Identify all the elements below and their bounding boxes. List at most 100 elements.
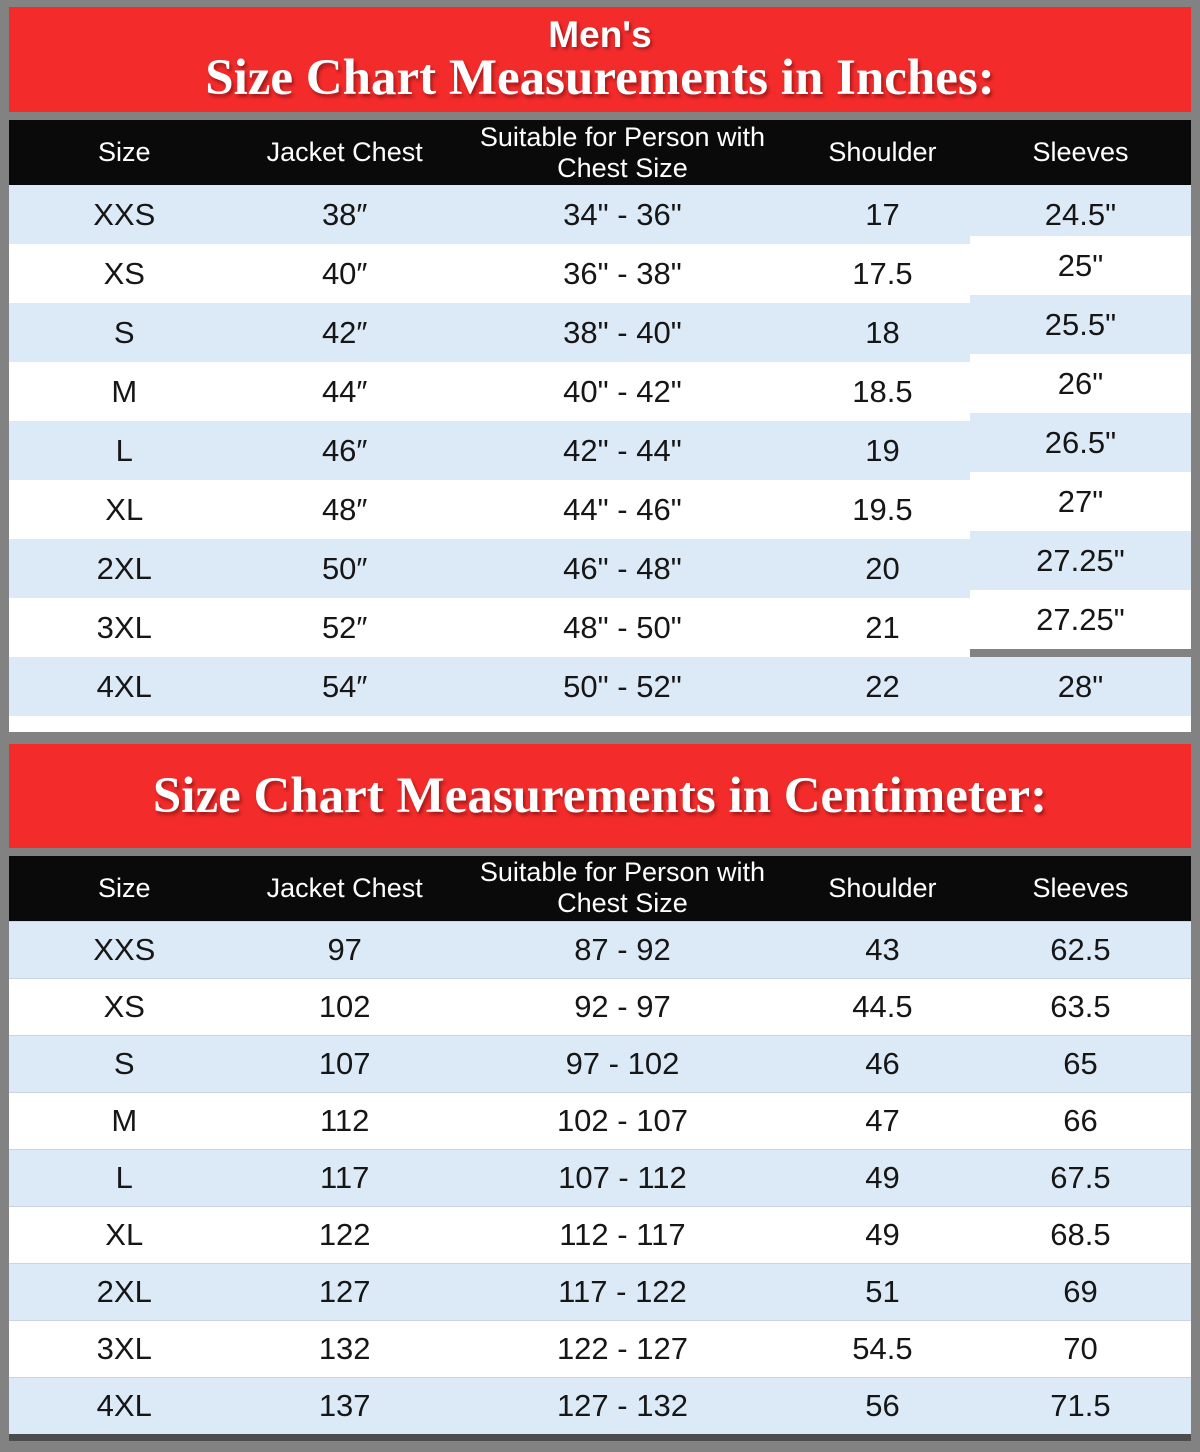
table-cell: 26.5" xyxy=(969,413,1191,472)
table-cell: 20 xyxy=(795,539,970,598)
table-cell: 2XL xyxy=(9,1262,240,1320)
inches-section-banner: Men's Size Chart Measurements in Inches: xyxy=(9,7,1191,112)
table-cell: 52″ xyxy=(239,598,450,657)
table-row: M 112 102 - 107 47 66 xyxy=(9,1091,1191,1149)
table-cell: 50" - 52" xyxy=(449,657,796,716)
cm-section-banner: Size Chart Measurements in Centimeter: xyxy=(9,744,1191,848)
cm-size-table: Size Jacket Chest Suitable for Person with… xyxy=(9,856,1191,1434)
inches-table-header: Size Jacket Chest Suitable for Person with… xyxy=(9,120,1191,185)
table-cell: 69 xyxy=(969,1262,1191,1320)
table-row: 4XL 137 127 - 132 56 71.5 xyxy=(9,1376,1191,1434)
column-header: Size xyxy=(9,120,240,185)
table-cell: XS xyxy=(9,977,240,1035)
table-cell: M xyxy=(9,1091,240,1149)
cm-table-body: XXS 97 87 - 92 43 62.5 XS 102 92 - 97 44.5 63.5 S 1… xyxy=(9,920,1191,1434)
table-cell: 40″ xyxy=(239,244,450,303)
table-cell: 66 xyxy=(969,1091,1191,1149)
cm-table-bottom-line xyxy=(9,1434,1191,1441)
table-row: 3XL 52″ 48" - 50" 21 27.25" xyxy=(9,590,1191,657)
inches-table-body: XXS 38″ 34" - 36" 17 24.5" XS 40″ 36" - 38" 17.5… xyxy=(9,185,1191,716)
table-cell: 127 xyxy=(239,1262,450,1320)
table-cell: 46" - 48" xyxy=(449,539,796,598)
table-cell: 17 xyxy=(795,185,970,244)
table-cell: 50″ xyxy=(239,539,450,598)
table-cell: 43 xyxy=(795,920,970,978)
table-cell: 27.25" xyxy=(969,531,1191,590)
table-cell: 34" - 36" xyxy=(449,185,796,244)
table-cell: 127 - 132 xyxy=(449,1376,796,1434)
table-cell: 68.5 xyxy=(969,1205,1191,1263)
table-cell: 65 xyxy=(969,1034,1191,1092)
table-cell: 102 xyxy=(239,977,450,1035)
table-cell: XXS xyxy=(9,920,240,978)
table-cell: 63.5 xyxy=(969,977,1191,1035)
table-cell: 67.5 xyxy=(969,1148,1191,1206)
table-cell: 46 xyxy=(795,1034,970,1092)
table-cell: 70 xyxy=(969,1319,1191,1377)
table-cell: 21 xyxy=(795,598,970,657)
table-cell: XL xyxy=(9,1205,240,1263)
table-cell: 27" xyxy=(969,472,1191,531)
table-cell: 137 xyxy=(239,1376,450,1434)
table-cell: 4XL xyxy=(9,1376,240,1434)
mens-subtitle: Men's xyxy=(548,13,652,55)
table-cell: 62.5 xyxy=(969,920,1191,978)
table-row: S 42″ 38" - 40" 18 25.5" xyxy=(9,295,1191,362)
table-cell: 19.5 xyxy=(795,480,970,539)
cm-table-header: Size Jacket Chest Suitable for Person with… xyxy=(9,856,1191,921)
table-row: XL 48″ 44" - 46" 19.5 27" xyxy=(9,472,1191,539)
table-row: 3XL 132 122 - 127 54.5 70 xyxy=(9,1319,1191,1377)
table-cell: 36" - 38" xyxy=(449,244,796,303)
table-row: XS 102 92 - 97 44.5 63.5 xyxy=(9,977,1191,1035)
table-cell: 97 xyxy=(239,920,450,978)
table-cell: 49 xyxy=(795,1148,970,1206)
cm-header-row: Size Jacket Chest Suitable for Person with… xyxy=(9,856,1191,921)
table-cell: S xyxy=(9,1034,240,1092)
table-cell: 117 xyxy=(239,1148,450,1206)
banner-table-gap xyxy=(9,112,1191,120)
table-cell: 4XL xyxy=(9,657,240,716)
table-cell: 51 xyxy=(795,1262,970,1320)
table-cell: 19 xyxy=(795,421,970,480)
column-header: Shoulder xyxy=(795,120,970,185)
table-cell: 3XL xyxy=(9,1319,240,1377)
table-row: XXS 38″ 34" - 36" 17 24.5" xyxy=(9,185,1191,244)
table-cell: 44.5 xyxy=(795,977,970,1035)
table-cell: 17.5 xyxy=(795,244,970,303)
table-cell: 54″ xyxy=(239,657,450,716)
table-cell: 25" xyxy=(969,236,1191,295)
table-cell: XXS xyxy=(9,185,240,244)
table-cell: 18.5 xyxy=(795,362,970,421)
table-cell: 71.5 xyxy=(969,1376,1191,1434)
inches-table-footer-strip xyxy=(9,716,1191,732)
table-cell: 44" - 46" xyxy=(449,480,796,539)
section-gap xyxy=(9,732,1191,744)
table-cell: 54.5 xyxy=(795,1319,970,1377)
column-header: Size xyxy=(9,856,240,921)
table-cell: 44″ xyxy=(239,362,450,421)
table-cell: 112 xyxy=(239,1091,450,1149)
table-row: S 107 97 - 102 46 65 xyxy=(9,1034,1191,1092)
table-row: XL 122 112 - 117 49 68.5 xyxy=(9,1205,1191,1263)
table-cell: 18 xyxy=(795,303,970,362)
table-cell: 107 xyxy=(239,1034,450,1092)
table-cell: 22 xyxy=(795,657,970,716)
table-row: 2XL 50″ 46" - 48" 20 27.25" xyxy=(9,531,1191,598)
column-header: Jacket Chest xyxy=(239,856,450,921)
table-cell: 97 - 102 xyxy=(449,1034,796,1092)
table-cell: 24.5" xyxy=(969,185,1191,244)
table-cell: S xyxy=(9,303,240,362)
table-cell: 117 - 122 xyxy=(449,1262,796,1320)
column-header: Shoulder xyxy=(795,856,970,921)
table-cell: 49 xyxy=(795,1205,970,1263)
table-cell: 48″ xyxy=(239,480,450,539)
inches-section-title: Size Chart Measurements in Inches: xyxy=(205,49,995,106)
table-cell: 38" - 40" xyxy=(449,303,796,362)
table-cell: L xyxy=(9,421,240,480)
table-row: 4XL 54″ 50" - 52" 22 28" xyxy=(9,657,1191,716)
table-cell: 122 xyxy=(239,1205,450,1263)
table-cell: 132 xyxy=(239,1319,450,1377)
table-cell: 87 - 92 xyxy=(449,920,796,978)
table-cell: 40" - 42" xyxy=(449,362,796,421)
